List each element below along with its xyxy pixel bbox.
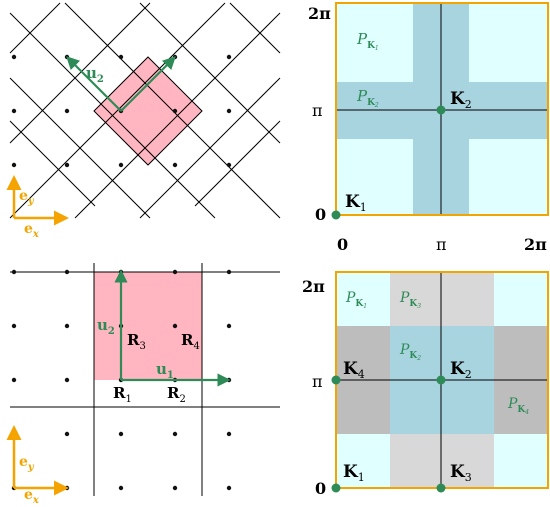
point-K4-label: K4 bbox=[343, 359, 365, 381]
y-tick-2pi: 2π bbox=[308, 4, 331, 23]
lattice-point bbox=[11, 54, 17, 60]
lattice-point bbox=[64, 323, 70, 329]
lattice-point bbox=[11, 323, 17, 329]
site-R4-label: R4 bbox=[181, 331, 200, 352]
lattice-point bbox=[64, 269, 70, 275]
lattice-point bbox=[11, 108, 17, 114]
lattice-point bbox=[118, 431, 124, 437]
top-left-lattice-panel: u2 ey ex bbox=[6, 2, 281, 240]
site-R3-label: R3 bbox=[127, 331, 146, 352]
lattice-point bbox=[172, 269, 178, 275]
y-tick-0: 0 bbox=[315, 479, 326, 498]
bottom-right-brillouin-panel: 2π π 0 PK1 PK3 PK2 PK4 K4 K2 K1 K3 bbox=[302, 271, 549, 498]
point-K2-dot bbox=[436, 375, 446, 385]
point-K1-dot bbox=[331, 483, 341, 493]
vector-u2-label: u2 bbox=[86, 64, 104, 85]
lattice-point bbox=[64, 162, 70, 168]
lattice-point bbox=[172, 431, 178, 437]
region-P-K3-label: PK3 bbox=[399, 290, 421, 310]
region-P-K3-bottom bbox=[390, 434, 494, 488]
vector-u2-arrow bbox=[66, 56, 122, 112]
lattice-point bbox=[226, 269, 232, 275]
region-P-K2-label: PK2 bbox=[399, 342, 421, 362]
point-K1-dot bbox=[331, 210, 341, 220]
lattice-point bbox=[172, 323, 178, 329]
lattice-point bbox=[11, 377, 17, 383]
lattice-point bbox=[172, 162, 178, 168]
lattice-point bbox=[118, 54, 124, 60]
region-P-K4-label: PK4 bbox=[507, 396, 529, 416]
bottom-left-lattice-panel: u1 u2 R1 R2 R3 R4 ey ex bbox=[6, 263, 280, 506]
site-R2-label: R2 bbox=[167, 384, 186, 405]
y-tick-pi: π bbox=[312, 372, 323, 391]
lattice-point bbox=[64, 377, 70, 383]
basis-ex-label: ex bbox=[24, 221, 40, 240]
x-tick-pi: π bbox=[436, 235, 447, 254]
unit-cell-square bbox=[94, 272, 202, 380]
lattice-point bbox=[11, 162, 17, 168]
lattice-point bbox=[118, 162, 124, 168]
y-tick-pi: π bbox=[312, 101, 323, 120]
lattice-point bbox=[226, 162, 232, 168]
basis-ey-label: ey bbox=[19, 188, 35, 207]
y-tick-2pi: 2π bbox=[302, 277, 325, 296]
point-K4-dot bbox=[331, 375, 341, 385]
lattice-point bbox=[226, 431, 232, 437]
point-K1-label: K1 bbox=[343, 462, 365, 484]
region-P-K2-label: PK2 bbox=[356, 87, 379, 109]
unit-cell-diamond bbox=[93, 56, 203, 166]
site-R1-label: R1 bbox=[113, 384, 132, 405]
point-K3-dot bbox=[436, 483, 446, 493]
x-tick-2pi: 2π bbox=[524, 235, 547, 254]
lattice-point bbox=[11, 269, 17, 275]
y-tick-0: 0 bbox=[315, 205, 326, 224]
point-K2-dot bbox=[436, 105, 446, 115]
lattice-point bbox=[64, 108, 70, 114]
lattice-point bbox=[226, 108, 232, 114]
region-P-K1-label: PK1 bbox=[345, 290, 367, 310]
region-P-K3-top bbox=[390, 272, 494, 326]
diagonal-grid-lines bbox=[9, 2, 281, 219]
lattice-point bbox=[172, 108, 178, 114]
vector-arrow-upper-right bbox=[120, 56, 176, 112]
point-K3-label: K3 bbox=[450, 462, 472, 484]
point-K2-label: K2 bbox=[450, 359, 472, 381]
lattice-point bbox=[226, 54, 232, 60]
point-K2-label: K2 bbox=[450, 89, 472, 111]
vector-u2-label: u2 bbox=[97, 316, 115, 337]
top-right-brillouin-panel: 2π π 0 0 π 2π PK1 PK2 K2 K1 bbox=[308, 2, 549, 254]
lattice-point bbox=[64, 431, 70, 437]
lattice-point bbox=[226, 485, 232, 491]
lattice-point bbox=[226, 323, 232, 329]
basis-ey-label: ey bbox=[19, 454, 35, 473]
x-tick-0: 0 bbox=[337, 235, 348, 254]
basis-ex-label: ex bbox=[24, 487, 40, 506]
lattice-point bbox=[172, 485, 178, 491]
region-P-K1-label: PK1 bbox=[356, 30, 379, 52]
vector-u1-label: u1 bbox=[156, 360, 174, 381]
lattice-point bbox=[118, 485, 124, 491]
point-K1-label: K1 bbox=[345, 192, 367, 214]
bz-frame bbox=[335, 2, 549, 216]
